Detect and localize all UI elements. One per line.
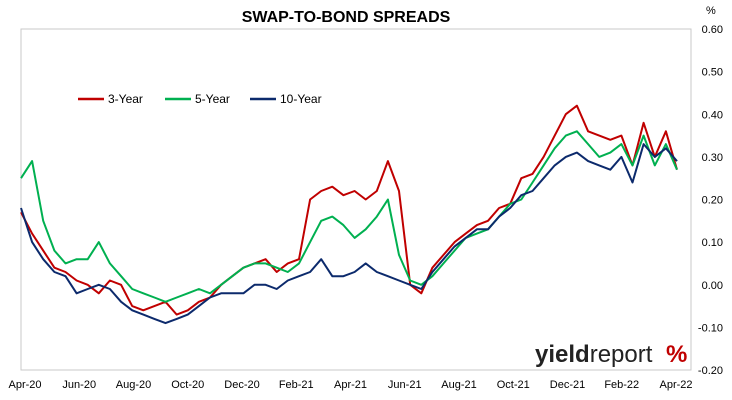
x-tick-label: Oct-20 — [171, 379, 204, 391]
svg-text:yieldreport: yieldreport — [535, 341, 653, 368]
series-line-1 — [20, 130, 678, 303]
y-tick-label: 0.30 — [702, 152, 723, 164]
y-tick-label: 0.00 — [702, 280, 723, 292]
x-tick-label: Feb-22 — [604, 379, 639, 391]
yieldreport-logo: yieldreport % — [535, 341, 687, 368]
y-tick-label: -0.10 — [698, 322, 723, 334]
x-tick-label: Aug-21 — [441, 379, 476, 391]
x-tick-label: Apr-20 — [8, 379, 41, 391]
logo-percent: % — [666, 341, 687, 368]
x-tick-label: Apr-22 — [659, 379, 692, 391]
legend: 3-Year 5-Year 10-Year — [78, 92, 322, 106]
x-tick-label: Jun-20 — [62, 379, 96, 391]
y-tick-label: 0.50 — [702, 67, 723, 79]
legend-label: 5-Year — [195, 92, 230, 106]
legend-label: 3-Year — [108, 92, 143, 106]
legend-label: 10-Year — [280, 92, 322, 106]
y-tick-label: -0.20 — [698, 365, 723, 377]
y-tick-label: 0.20 — [702, 195, 723, 207]
x-tick-label: Dec-20 — [224, 379, 259, 391]
x-tick-label: Feb-21 — [279, 379, 314, 391]
x-tick-label: Apr-21 — [334, 379, 367, 391]
series-lines — [20, 104, 678, 325]
y-tick-label: 0.40 — [702, 109, 723, 121]
y-axis-ticks: -0.20 -0.10 0.00 0.10 0.20 0.30 0.40 0.50 0.60 — [698, 24, 723, 377]
series-line-2 — [20, 143, 678, 325]
chart-title: SWAP-TO-BOND SPREADS — [242, 9, 451, 26]
x-tick-label: Aug-20 — [116, 379, 151, 391]
y-axis-unit: % — [706, 5, 716, 17]
y-tick-label: 0.60 — [702, 24, 723, 36]
x-tick-label: Oct-21 — [497, 379, 530, 391]
y-tick-label: 0.10 — [702, 237, 723, 249]
logo-report: report — [590, 341, 653, 368]
plot-area — [20, 28, 692, 371]
logo-yield: yield — [535, 341, 590, 368]
x-tick-label: Dec-21 — [550, 379, 585, 391]
x-axis-ticks: Apr-20 Jun-20 Aug-20 Oct-20 Dec-20 Feb-21 Apr-… — [8, 379, 692, 391]
x-tick-label: Jun-21 — [388, 379, 422, 391]
series-line-0 — [20, 104, 678, 316]
